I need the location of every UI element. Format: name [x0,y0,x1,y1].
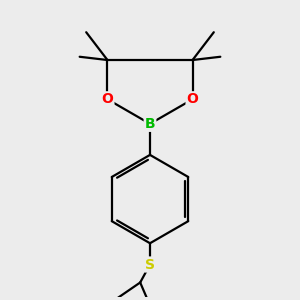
Text: B: B [145,117,155,131]
Text: O: O [101,92,113,106]
Text: S: S [145,257,155,272]
Text: O: O [187,92,199,106]
